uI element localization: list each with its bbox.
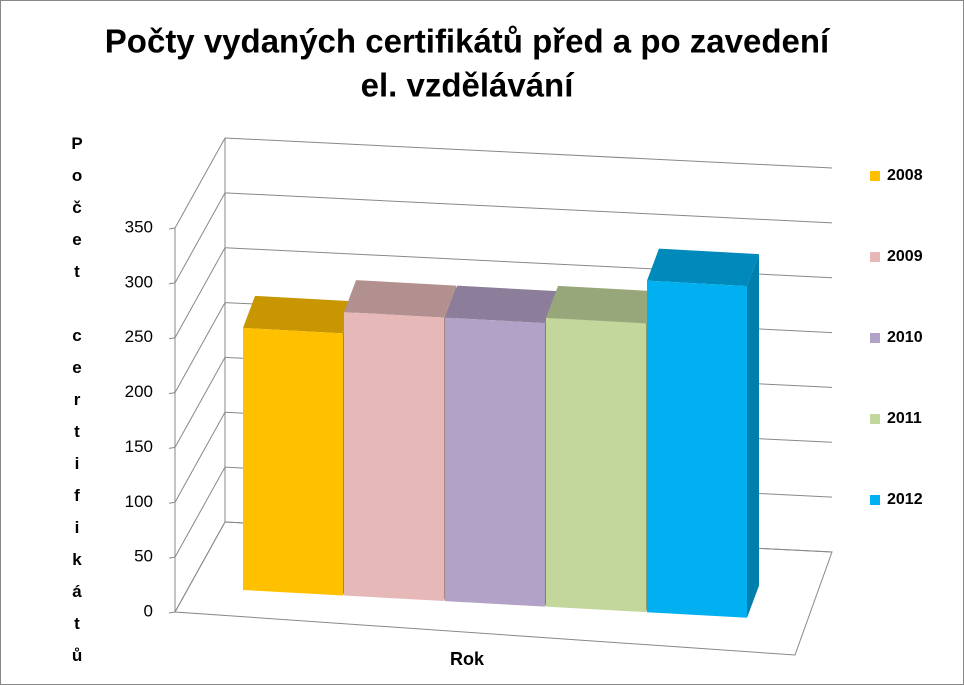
legend-swatch bbox=[870, 414, 880, 424]
tick-mark bbox=[168, 501, 176, 504]
legend-label: 2010 bbox=[887, 329, 923, 346]
grid-line bbox=[174, 357, 226, 448]
grid-line bbox=[174, 466, 226, 558]
grid-line bbox=[174, 192, 226, 284]
bar bbox=[546, 317, 646, 613]
chart-title: el. vzdělávání bbox=[361, 67, 576, 104]
grid-line bbox=[174, 247, 226, 338]
y-tick-label: 250 bbox=[125, 327, 153, 346]
grid-line bbox=[224, 192, 833, 224]
grid-line bbox=[224, 137, 833, 169]
bar-side bbox=[747, 254, 759, 618]
y-tick-label: 350 bbox=[125, 217, 153, 236]
legend-label: 2009 bbox=[887, 248, 923, 265]
tick-mark bbox=[168, 611, 176, 614]
tick-mark bbox=[168, 227, 176, 230]
bar-top bbox=[243, 295, 355, 334]
y-tick-label: 0 bbox=[144, 601, 153, 620]
tick-mark bbox=[168, 392, 176, 395]
legend-label: 2012 bbox=[887, 491, 923, 508]
legend-swatch bbox=[870, 333, 880, 343]
chart-title: Počty vydaných certifikátů před a po zav… bbox=[105, 23, 831, 60]
grid-line bbox=[174, 412, 226, 503]
bar bbox=[647, 280, 747, 618]
bar bbox=[445, 317, 545, 607]
legend-label: 2008 bbox=[887, 167, 923, 184]
y-tick-label: 150 bbox=[125, 437, 153, 456]
y-tick-label: 200 bbox=[125, 382, 153, 401]
grid-line bbox=[174, 137, 226, 229]
bar-top bbox=[647, 248, 759, 287]
legend-swatch bbox=[870, 252, 880, 262]
x-axis-title: Rok bbox=[450, 649, 485, 669]
grid-line bbox=[174, 302, 226, 393]
legend-swatch bbox=[870, 171, 880, 181]
tick-mark bbox=[168, 556, 176, 559]
y-tick-label: 300 bbox=[125, 272, 153, 291]
legend-swatch bbox=[870, 495, 880, 505]
tick-mark bbox=[168, 282, 176, 285]
bar bbox=[243, 327, 343, 596]
bar-top bbox=[344, 280, 456, 318]
y-axis-title: Počet certifikátů bbox=[68, 134, 87, 678]
grid-line bbox=[174, 521, 226, 613]
bar-top bbox=[546, 285, 658, 324]
y-tick-label: 50 bbox=[134, 547, 153, 566]
y-tick-label: 100 bbox=[125, 492, 153, 511]
bar bbox=[344, 312, 444, 602]
legend-label: 2011 bbox=[887, 410, 922, 427]
bar-top bbox=[445, 285, 557, 324]
tick-mark bbox=[168, 446, 176, 449]
tick-mark bbox=[168, 337, 176, 340]
